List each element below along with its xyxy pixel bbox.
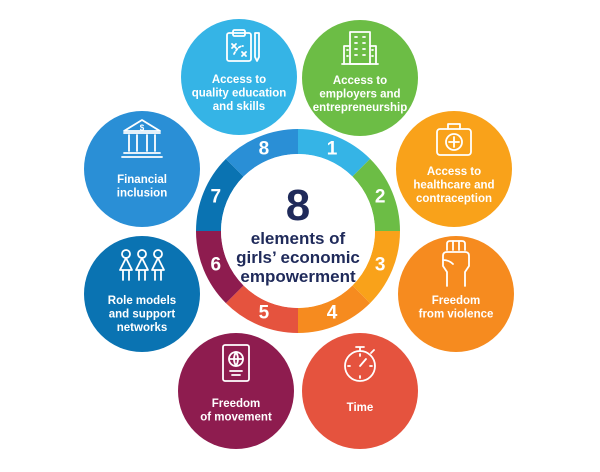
element-node-6: Freedom of movement xyxy=(178,333,294,449)
element-label-line: Financial xyxy=(117,174,167,186)
element-label-line: networks xyxy=(117,322,168,334)
stopwatch-icon xyxy=(344,346,376,382)
three-women-icon xyxy=(119,249,165,281)
element-circle xyxy=(84,111,200,227)
center-line-1: elements of xyxy=(251,229,346,248)
ring-number-8: 8 xyxy=(259,138,270,159)
element-circle xyxy=(181,19,297,135)
office-building-icon xyxy=(341,31,379,65)
element-label-line: and support xyxy=(109,309,176,321)
ring-segment-4 xyxy=(298,285,371,333)
ring-segment-6 xyxy=(196,231,244,304)
element-label-line: quality education xyxy=(192,88,287,100)
ring-number-5: 5 xyxy=(259,303,270,324)
element-label-line: inclusion xyxy=(117,188,167,200)
raised-fist-icon xyxy=(442,240,470,287)
center-number: 8 xyxy=(286,181,310,230)
svg-text:$: $ xyxy=(140,124,145,133)
element-label-line: from violence xyxy=(419,309,494,321)
first-aid-kit-icon xyxy=(436,123,472,156)
center-line-3: empowerment xyxy=(240,267,356,286)
ring-number-3: 3 xyxy=(375,255,386,276)
element-node-8: $ Financial inclusion xyxy=(84,111,200,227)
center-line-2: girls’ economic xyxy=(236,248,360,267)
element-label-line: employers and xyxy=(319,89,400,101)
element-label-line: Role models xyxy=(108,295,176,307)
element-label-line: entrepreneurship xyxy=(313,102,408,114)
element-circle xyxy=(302,333,418,449)
element-label-line: and skills xyxy=(213,101,265,113)
ring-segment-8 xyxy=(225,129,298,177)
ring-segment-5 xyxy=(225,285,298,333)
ring-number-1: 1 xyxy=(327,138,338,159)
element-label-line: Access to xyxy=(427,166,481,178)
center-circle xyxy=(221,154,375,308)
element-label-line: Access to xyxy=(333,75,387,87)
element-label-line: Access to xyxy=(212,74,266,86)
ring-segment-7 xyxy=(196,158,244,231)
ring-number-7: 7 xyxy=(210,186,221,207)
element-label-line: healthcare and xyxy=(413,180,494,192)
element-label-line: Freedom xyxy=(432,295,481,307)
element-node-5: Time xyxy=(302,333,418,449)
element-circle xyxy=(396,111,512,227)
element-circle xyxy=(302,20,418,136)
element-label-line: Time xyxy=(347,402,374,414)
ring-number-2: 2 xyxy=(375,186,386,207)
ring-segment-3 xyxy=(352,231,400,304)
bank-icon: $ xyxy=(121,119,163,158)
element-circle xyxy=(398,236,514,352)
passport-icon xyxy=(222,344,250,382)
element-label-line: contraception xyxy=(416,193,492,205)
ring-segment-2 xyxy=(352,158,400,231)
element-circle xyxy=(84,236,200,352)
element-circle xyxy=(178,333,294,449)
element-label-line: Freedom xyxy=(212,398,261,410)
element-node-4: Freedom from violence xyxy=(398,236,514,352)
clipboard-plan-icon xyxy=(226,29,260,62)
element-label-line: of movement xyxy=(200,412,272,424)
ring-number-6: 6 xyxy=(210,255,221,276)
ring-number-4: 4 xyxy=(327,303,338,324)
ring-segment-1 xyxy=(298,129,371,177)
